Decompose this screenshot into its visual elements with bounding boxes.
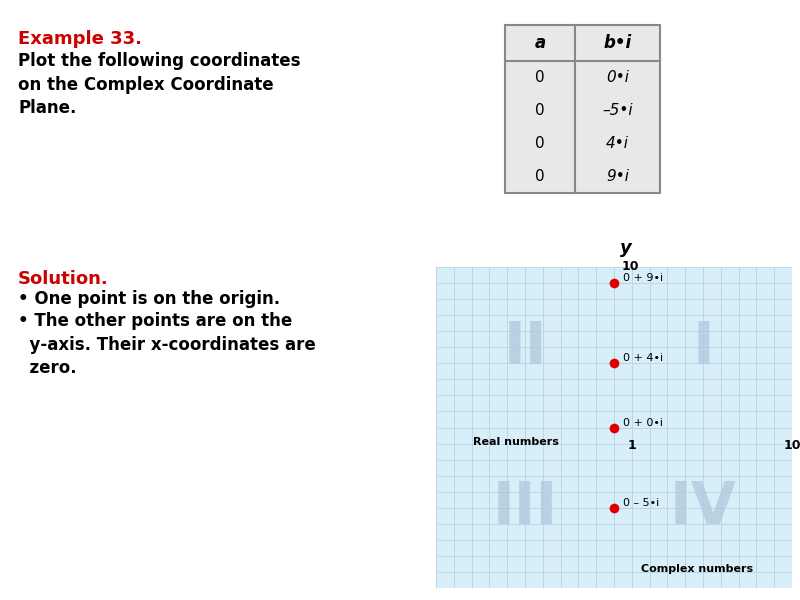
Text: 0: 0	[535, 136, 545, 151]
Text: 4•i: 4•i	[606, 136, 629, 151]
Text: 0 – 5•i: 0 – 5•i	[623, 498, 659, 508]
Text: • One point is on the origin.: • One point is on the origin.	[18, 290, 280, 308]
Text: 9•i: 9•i	[606, 169, 629, 184]
Text: 10: 10	[783, 439, 800, 452]
Text: 0 + 9•i: 0 + 9•i	[623, 273, 663, 283]
Text: III: III	[492, 479, 558, 536]
Text: • The other points are on the
  y-axis. Their x-coordinates are
  zero.: • The other points are on the y-axis. Th…	[18, 312, 316, 377]
Bar	[505, 25, 660, 193]
Text: a: a	[534, 34, 546, 52]
Text: Example 33.: Example 33.	[18, 30, 142, 48]
Text: 10: 10	[621, 260, 638, 274]
Text: 0: 0	[535, 103, 545, 118]
Text: Plot the following coordinates
on the Complex Coordinate
Plane.: Plot the following coordinates on the Co…	[18, 52, 301, 117]
Text: I: I	[692, 319, 714, 376]
Text: 0: 0	[535, 169, 545, 184]
Text: II: II	[503, 319, 546, 376]
Text: –5•i: –5•i	[602, 103, 633, 118]
Text: 0•i: 0•i	[606, 70, 629, 85]
Text: 0 + 4•i: 0 + 4•i	[623, 353, 663, 364]
Text: 1: 1	[627, 439, 636, 452]
Text: IV: IV	[670, 479, 737, 536]
Text: b•i: b•i	[603, 34, 632, 52]
Text: Complex numbers: Complex numbers	[641, 564, 753, 574]
Text: Real numbers: Real numbers	[473, 437, 559, 447]
Text: 0 + 0•i: 0 + 0•i	[623, 418, 663, 428]
Text: 0: 0	[535, 70, 545, 85]
Text: y: y	[620, 239, 632, 257]
Text: Solution.: Solution.	[18, 270, 109, 288]
